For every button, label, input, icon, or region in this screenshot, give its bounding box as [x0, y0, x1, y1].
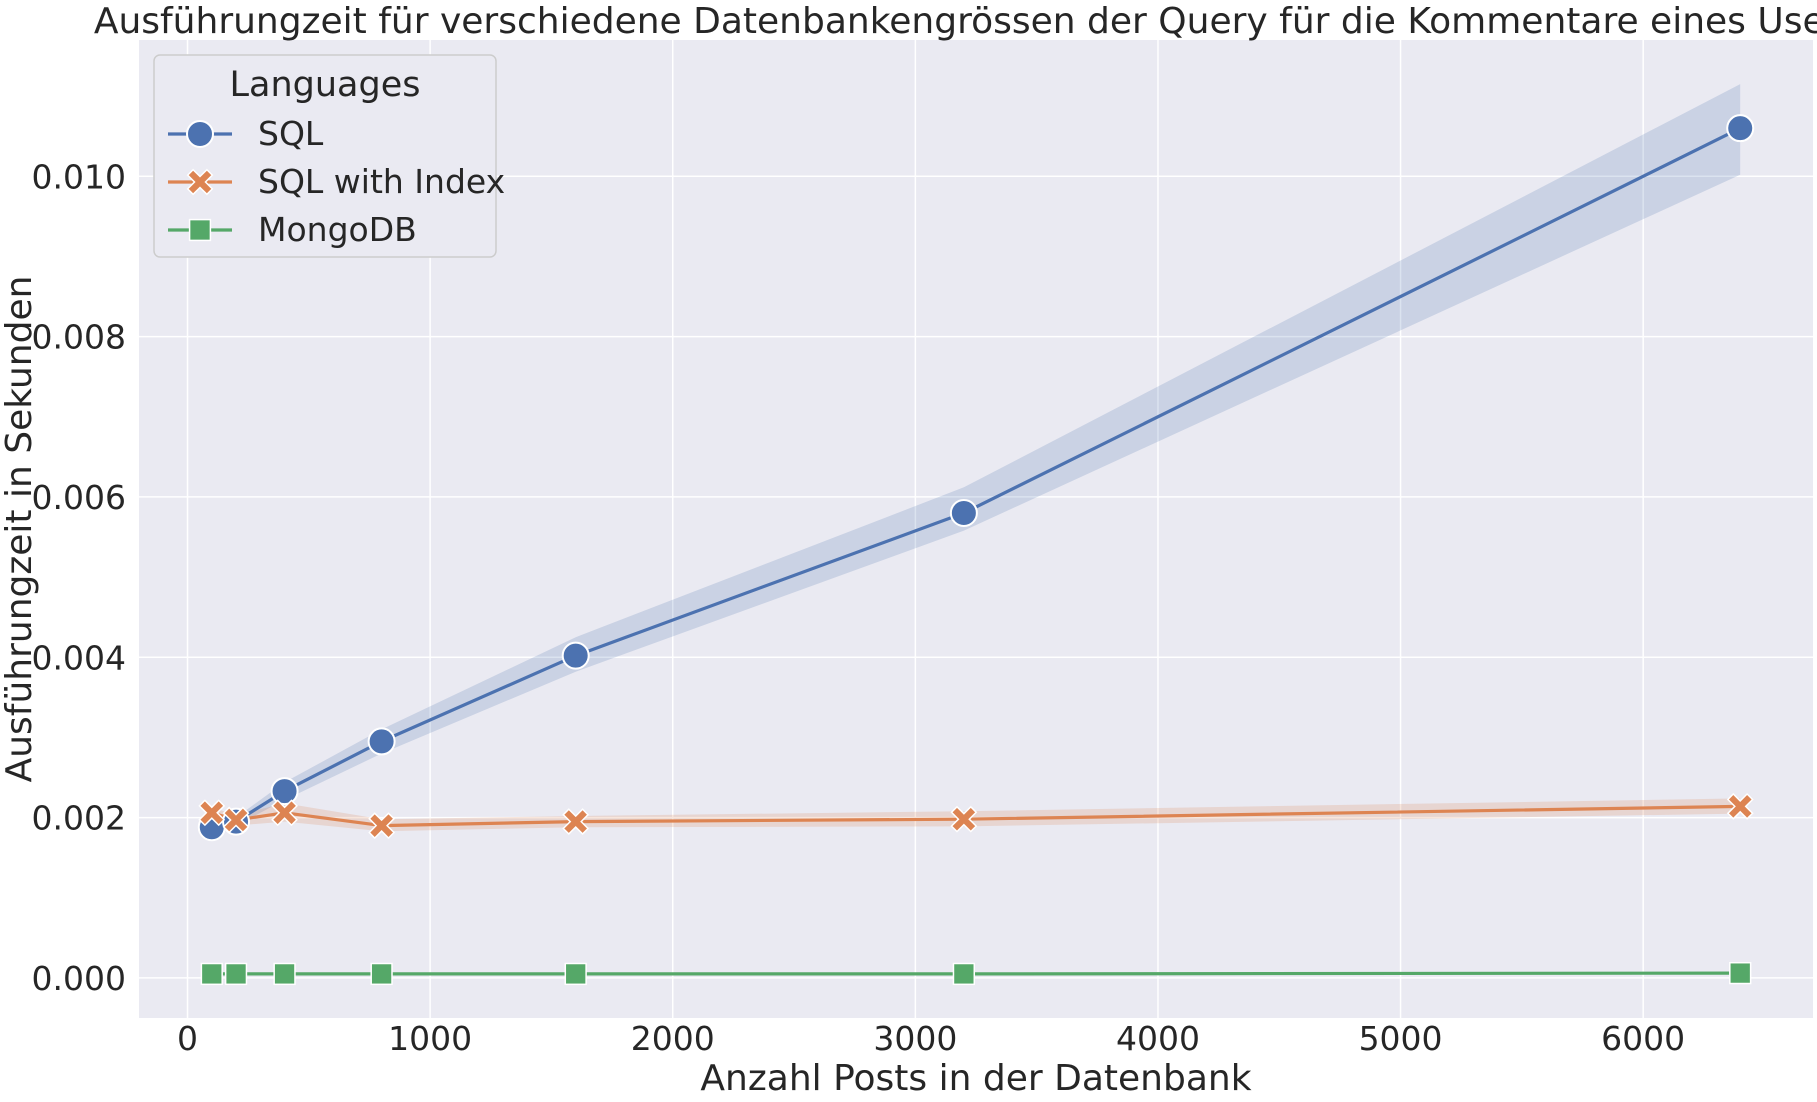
point-sql-with-index [562, 808, 590, 835]
point-mongodb [564, 962, 587, 986]
point-sql-with-index [1726, 792, 1754, 820]
point-sql [367, 727, 396, 756]
legend-marker [188, 218, 212, 242]
point-sql [1726, 114, 1755, 143]
legend-label: SQL [258, 114, 324, 153]
series-markers [197, 114, 1755, 986]
legend-title: Languages [230, 65, 421, 105]
y-tick-label: 0.006 [32, 478, 126, 517]
legend-marker [186, 168, 214, 196]
band-sql [211, 84, 1741, 830]
point-mongodb [952, 962, 976, 986]
x-tick-label: 0 [177, 1019, 198, 1058]
legend: Languages SQL SQL with Index MongoDB [153, 54, 505, 258]
x-tick-label: 2000 [631, 1019, 715, 1058]
line-mongodb [211, 971, 1741, 976]
point-mongodb [370, 962, 393, 986]
y-tick-label: 0.010 [32, 157, 126, 196]
chart-title: Ausführungzeit für verschiedene Datenban… [94, 1, 1817, 42]
x-tick-label: 5000 [1359, 1019, 1443, 1058]
legend-label: SQL with Index [258, 162, 505, 201]
legend-item-sql-with-index: SQL with Index [168, 162, 505, 201]
y-axis-label: Ausführungzeit in Sekunden [0, 276, 40, 783]
x-tick-label: 4000 [1116, 1019, 1200, 1058]
y-axis-ticks: 0.000 0.002 0.004 0.006 0.008 0.010 [32, 157, 126, 998]
legend-item-sql: SQL [168, 114, 324, 153]
point-sql [949, 498, 978, 527]
point-sql-with-index [271, 799, 298, 827]
x-axis-ticks: 0 1000 2000 3000 4000 5000 6000 [177, 1019, 1685, 1058]
legend-item-mongodb: MongoDB [168, 210, 417, 249]
legend-items: SQL SQL with Index MongoDB [168, 114, 505, 249]
y-tick-label: 0.004 [32, 638, 126, 677]
x-axis-label: Anzahl Posts in der Datenbank [700, 1058, 1251, 1099]
legend-label: MongoDB [258, 210, 417, 249]
point-sql [561, 641, 590, 670]
gridlines [139, 40, 1813, 1018]
point-sql-with-index [368, 812, 396, 840]
legend-box [153, 54, 497, 258]
y-tick-label: 0.002 [32, 799, 126, 838]
point-mongodb [200, 962, 223, 986]
point-sql [270, 777, 299, 806]
x-tick-label: 6000 [1601, 1019, 1685, 1058]
point-sql-with-index [198, 799, 226, 827]
point-mongodb [273, 962, 296, 986]
legend-marker [186, 120, 214, 148]
y-tick-label: 0.000 [32, 959, 126, 998]
point-sql-with-index [950, 805, 978, 833]
y-tick-label: 0.008 [32, 318, 126, 357]
x-tick-label: 3000 [873, 1019, 957, 1058]
point-mongodb [1729, 961, 1752, 985]
point-mongodb [224, 962, 248, 986]
point-sql-with-index [222, 806, 250, 834]
x-tick-label: 1000 [388, 1019, 472, 1058]
